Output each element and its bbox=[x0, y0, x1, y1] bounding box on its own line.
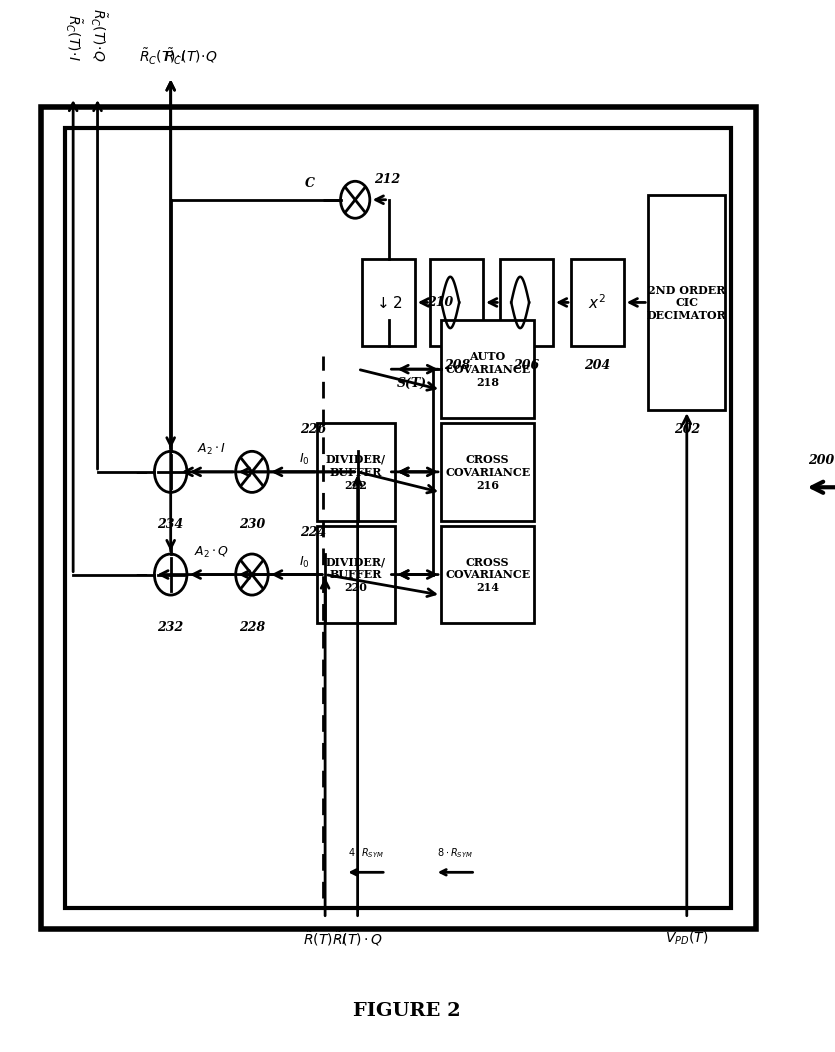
Text: 208: 208 bbox=[443, 359, 469, 371]
Bar bbox=[41, 107, 756, 929]
Text: $\downarrow 2$: $\downarrow 2$ bbox=[374, 295, 402, 310]
Text: $x^2$: $x^2$ bbox=[588, 294, 606, 312]
Bar bbox=[441, 321, 534, 419]
Text: CROSS
COVARIANCE
216: CROSS COVARIANCE 216 bbox=[445, 453, 530, 490]
Text: $V_{PD}(T)$: $V_{PD}(T)$ bbox=[665, 929, 708, 946]
Text: 206: 206 bbox=[514, 359, 539, 371]
Bar bbox=[65, 128, 731, 908]
Text: 204: 204 bbox=[584, 359, 610, 371]
Text: $I_0$: $I_0$ bbox=[298, 452, 309, 467]
Text: $8 \cdot R_{SYM}$: $8 \cdot R_{SYM}$ bbox=[437, 846, 473, 861]
Text: $4 \cdot R_{SYM}$: $4 \cdot R_{SYM}$ bbox=[347, 846, 383, 861]
Text: $\tilde{R}_C(T)\!\cdot\!Q$: $\tilde{R}_C(T)\!\cdot\!Q$ bbox=[164, 46, 218, 66]
Text: $\tilde{R}_C(T)\!\cdot\!Q$: $\tilde{R}_C(T)\!\cdot\!Q$ bbox=[88, 7, 108, 61]
Bar bbox=[317, 526, 394, 624]
Text: −: − bbox=[134, 566, 148, 583]
Text: 2ND ORDER
CIC
DECIMATOR: 2ND ORDER CIC DECIMATOR bbox=[646, 284, 726, 321]
Text: 228: 228 bbox=[239, 621, 265, 634]
Bar bbox=[648, 195, 725, 410]
Text: FIGURE 2: FIGURE 2 bbox=[352, 1002, 460, 1020]
Text: −: − bbox=[134, 464, 148, 481]
Text: S(T): S(T) bbox=[397, 377, 427, 390]
Bar bbox=[362, 259, 415, 346]
Text: DIVIDER/
BUFFER
220: DIVIDER/ BUFFER 220 bbox=[326, 557, 386, 593]
Bar bbox=[441, 423, 534, 521]
Bar bbox=[500, 259, 553, 346]
Bar bbox=[317, 423, 394, 521]
Text: 210: 210 bbox=[427, 297, 453, 309]
Text: AUTO
COVARIANCE
218: AUTO COVARIANCE 218 bbox=[445, 351, 530, 388]
Text: $I_0$: $I_0$ bbox=[298, 554, 309, 569]
Text: $\tilde{R}_C(T)\!\cdot\!I$: $\tilde{R}_C(T)\!\cdot\!I$ bbox=[63, 15, 84, 61]
Text: 212: 212 bbox=[374, 173, 400, 186]
Bar bbox=[430, 259, 483, 346]
Text: $A_2 \cdot I$: $A_2 \cdot I$ bbox=[196, 442, 226, 457]
Text: $\tilde{R}(T)\cdot I$: $\tilde{R}(T)\cdot I$ bbox=[303, 929, 347, 948]
Text: 200: 200 bbox=[807, 453, 833, 467]
Text: 232: 232 bbox=[158, 621, 184, 634]
Text: DIVIDER/
BUFFER
222: DIVIDER/ BUFFER 222 bbox=[326, 453, 386, 490]
Text: 230: 230 bbox=[239, 519, 265, 531]
Text: $\tilde{R}(T)\cdot Q$: $\tilde{R}(T)\cdot Q$ bbox=[331, 929, 383, 948]
Text: $\tilde{R}_C(T)\!\cdot\!I$: $\tilde{R}_C(T)\!\cdot\!I$ bbox=[139, 46, 186, 66]
Bar bbox=[441, 526, 534, 624]
Text: 234: 234 bbox=[158, 519, 184, 531]
Text: C: C bbox=[306, 177, 315, 189]
Text: 202: 202 bbox=[673, 423, 700, 436]
Text: CROSS
COVARIANCE
214: CROSS COVARIANCE 214 bbox=[445, 557, 530, 593]
Text: 224: 224 bbox=[300, 526, 326, 539]
Bar bbox=[570, 259, 624, 346]
Text: $A_2 \cdot Q$: $A_2 \cdot Q$ bbox=[194, 544, 229, 560]
Text: 226: 226 bbox=[300, 423, 326, 437]
